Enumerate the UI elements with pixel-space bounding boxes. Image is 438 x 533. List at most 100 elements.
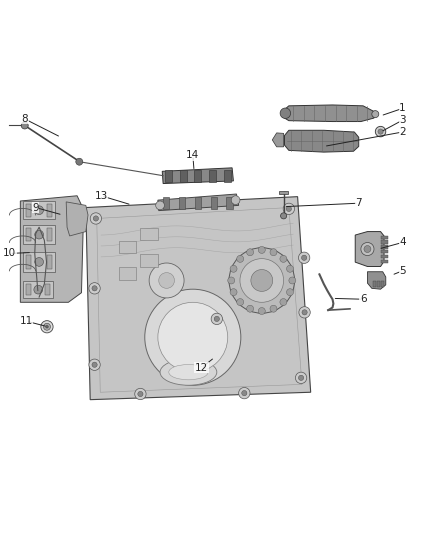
Polygon shape bbox=[355, 231, 384, 266]
Bar bbox=[25, 255, 31, 269]
Circle shape bbox=[239, 387, 250, 399]
Circle shape bbox=[135, 389, 146, 400]
Circle shape bbox=[281, 213, 287, 219]
Circle shape bbox=[214, 316, 219, 321]
Ellipse shape bbox=[169, 365, 208, 380]
Bar bbox=[373, 281, 376, 287]
Bar bbox=[165, 171, 172, 182]
Bar bbox=[195, 197, 201, 209]
Bar bbox=[194, 171, 201, 182]
Bar bbox=[25, 204, 31, 217]
Bar bbox=[141, 254, 158, 266]
Circle shape bbox=[228, 277, 235, 284]
Bar bbox=[23, 201, 55, 220]
Circle shape bbox=[242, 391, 247, 395]
Text: 1: 1 bbox=[399, 103, 406, 114]
Circle shape bbox=[237, 298, 244, 305]
Circle shape bbox=[231, 196, 240, 205]
Bar bbox=[381, 255, 388, 258]
Text: 8: 8 bbox=[21, 114, 28, 124]
Bar bbox=[381, 240, 388, 244]
Polygon shape bbox=[162, 168, 233, 183]
Circle shape bbox=[92, 286, 97, 291]
Text: 7: 7 bbox=[355, 198, 362, 208]
Polygon shape bbox=[66, 202, 88, 236]
Text: 6: 6 bbox=[360, 294, 367, 304]
Circle shape bbox=[280, 255, 287, 262]
Text: 3: 3 bbox=[399, 115, 406, 125]
Bar bbox=[381, 260, 388, 263]
Circle shape bbox=[375, 126, 386, 137]
Circle shape bbox=[301, 255, 307, 261]
Bar bbox=[23, 225, 55, 244]
Bar bbox=[381, 236, 388, 239]
Bar bbox=[180, 171, 187, 182]
Circle shape bbox=[372, 111, 379, 118]
Polygon shape bbox=[20, 196, 84, 302]
Circle shape bbox=[158, 302, 228, 372]
Circle shape bbox=[35, 257, 43, 266]
Circle shape bbox=[299, 306, 310, 318]
Text: 14: 14 bbox=[186, 150, 199, 160]
Bar bbox=[25, 228, 31, 241]
Bar bbox=[381, 281, 384, 287]
Text: 9: 9 bbox=[32, 203, 39, 213]
Bar bbox=[377, 281, 380, 287]
Circle shape bbox=[90, 213, 102, 224]
Circle shape bbox=[145, 289, 241, 385]
Circle shape bbox=[92, 362, 97, 367]
Circle shape bbox=[302, 310, 307, 315]
Text: 2: 2 bbox=[399, 127, 406, 137]
Polygon shape bbox=[283, 105, 374, 122]
Circle shape bbox=[89, 282, 100, 294]
Polygon shape bbox=[272, 133, 284, 147]
Circle shape bbox=[298, 375, 304, 381]
Bar bbox=[45, 284, 50, 295]
Circle shape bbox=[159, 272, 174, 288]
Bar bbox=[119, 268, 136, 280]
Circle shape bbox=[230, 289, 237, 296]
Circle shape bbox=[46, 326, 48, 328]
Bar bbox=[279, 191, 288, 195]
Bar bbox=[47, 255, 52, 269]
Circle shape bbox=[149, 263, 184, 298]
Circle shape bbox=[270, 249, 277, 256]
Bar bbox=[381, 245, 388, 248]
Bar bbox=[25, 284, 31, 295]
Circle shape bbox=[280, 108, 290, 118]
Circle shape bbox=[35, 206, 43, 215]
Circle shape bbox=[93, 216, 99, 221]
Bar bbox=[163, 197, 169, 209]
Circle shape bbox=[283, 203, 294, 215]
Circle shape bbox=[298, 252, 310, 263]
Circle shape bbox=[258, 246, 265, 253]
Text: 11: 11 bbox=[19, 316, 33, 326]
Text: 4: 4 bbox=[399, 238, 406, 247]
Circle shape bbox=[76, 158, 83, 165]
Circle shape bbox=[286, 206, 291, 212]
Circle shape bbox=[251, 270, 273, 292]
Circle shape bbox=[295, 372, 307, 384]
Circle shape bbox=[286, 289, 293, 296]
Circle shape bbox=[34, 285, 42, 294]
Circle shape bbox=[89, 359, 100, 370]
Circle shape bbox=[138, 391, 143, 397]
Polygon shape bbox=[158, 194, 239, 211]
Circle shape bbox=[286, 265, 293, 272]
Circle shape bbox=[230, 265, 237, 272]
Polygon shape bbox=[86, 197, 311, 400]
Polygon shape bbox=[367, 272, 386, 289]
Bar bbox=[211, 197, 217, 209]
Circle shape bbox=[237, 255, 244, 262]
Circle shape bbox=[270, 305, 277, 312]
Circle shape bbox=[35, 230, 43, 239]
Bar bbox=[47, 228, 52, 241]
Circle shape bbox=[258, 308, 265, 314]
Circle shape bbox=[247, 249, 254, 256]
Circle shape bbox=[21, 122, 28, 129]
Circle shape bbox=[43, 323, 50, 330]
Circle shape bbox=[361, 243, 374, 256]
Circle shape bbox=[211, 313, 223, 325]
Text: 13: 13 bbox=[95, 191, 108, 201]
Circle shape bbox=[41, 321, 53, 333]
